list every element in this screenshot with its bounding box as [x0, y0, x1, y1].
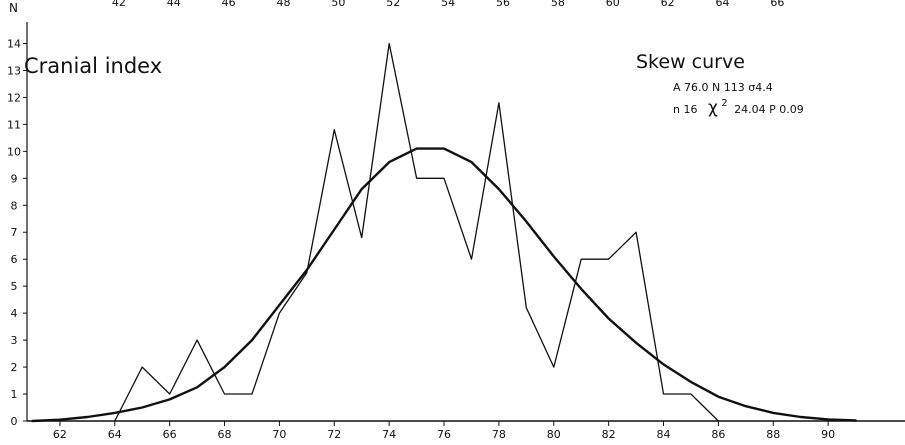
y-tick-label: 10 [7, 145, 21, 158]
top-axis: 42 44 46 48 50 52 54 56 58 60 62 64 66 [112, 0, 784, 9]
top-tick-label: 46 [222, 0, 236, 9]
stats-line-2: n 16 χ 2 24.04 P 0.09 [673, 96, 804, 118]
x-axis: 62 64 66 68 70 72 74 76 78 80 82 84 86 88 90 [27, 420, 905, 441]
top-tick-label: 60 [606, 0, 620, 9]
y-tick-label: 1 [11, 388, 18, 401]
stats-chi-value: 24.04 P 0.09 [734, 103, 804, 116]
series-line-skew-curve [31, 147, 857, 423]
x-tick-label: 84 [657, 428, 671, 441]
top-tick-label: 50 [331, 0, 345, 9]
y-tick-label: 0 [11, 415, 18, 428]
top-tick-label: 44 [167, 0, 181, 9]
x-tick-label: 76 [437, 428, 451, 441]
y-tick-label: 9 [11, 172, 18, 185]
stats-line-1: A 76.0 N 113 σ4.4 [673, 81, 773, 94]
x-tick-label: 70 [272, 428, 286, 441]
top-tick-label: 66 [770, 0, 784, 9]
x-tick-label: 74 [382, 428, 396, 441]
y-tick-label: 11 [7, 118, 21, 131]
top-tick-label: 54 [441, 0, 455, 9]
series-layer [31, 42, 857, 423]
y-tick-label: 7 [11, 226, 18, 239]
x-tick-label: 86 [711, 428, 725, 441]
stats-n: n 16 [673, 103, 697, 116]
x-tick-label: 82 [602, 428, 616, 441]
stats-chi-superscript: 2 [721, 98, 727, 109]
x-tick-label: 64 [108, 428, 122, 441]
x-tick-label: 62 [53, 428, 67, 441]
x-tick-label: 68 [218, 428, 232, 441]
y-tick-label: 12 [7, 91, 21, 104]
top-tick-label: 56 [496, 0, 510, 9]
x-tick-label: 72 [327, 428, 341, 441]
x-tick-label: 90 [821, 428, 835, 441]
series-line-observed [114, 42, 720, 422]
stats-chi: χ [708, 98, 718, 118]
top-tick-label: 58 [551, 0, 565, 9]
top-tick-label: 64 [716, 0, 730, 9]
chart-title: Cranial index [24, 54, 162, 78]
y-axis-label: N [9, 1, 18, 15]
y-tick-label: 2 [11, 361, 18, 374]
top-tick-label: 52 [386, 0, 400, 9]
x-tick-label: 88 [766, 428, 780, 441]
y-tick-label: 14 [7, 37, 21, 50]
top-tick-label: 62 [661, 0, 675, 9]
top-tick-label: 42 [112, 0, 126, 9]
y-tick-label: 4 [11, 307, 18, 320]
y-tick-label: 6 [11, 253, 18, 266]
chart-subtitle: Skew curve [636, 51, 745, 73]
y-tick-label: 5 [11, 280, 18, 293]
y-tick-label: 8 [11, 199, 18, 212]
y-tick-label: 13 [7, 64, 21, 77]
x-tick-label: 80 [547, 428, 561, 441]
y-tick-label: 3 [11, 334, 18, 347]
top-tick-label: 48 [277, 0, 291, 9]
x-tick-label: 78 [492, 428, 506, 441]
x-tick-label: 66 [163, 428, 177, 441]
